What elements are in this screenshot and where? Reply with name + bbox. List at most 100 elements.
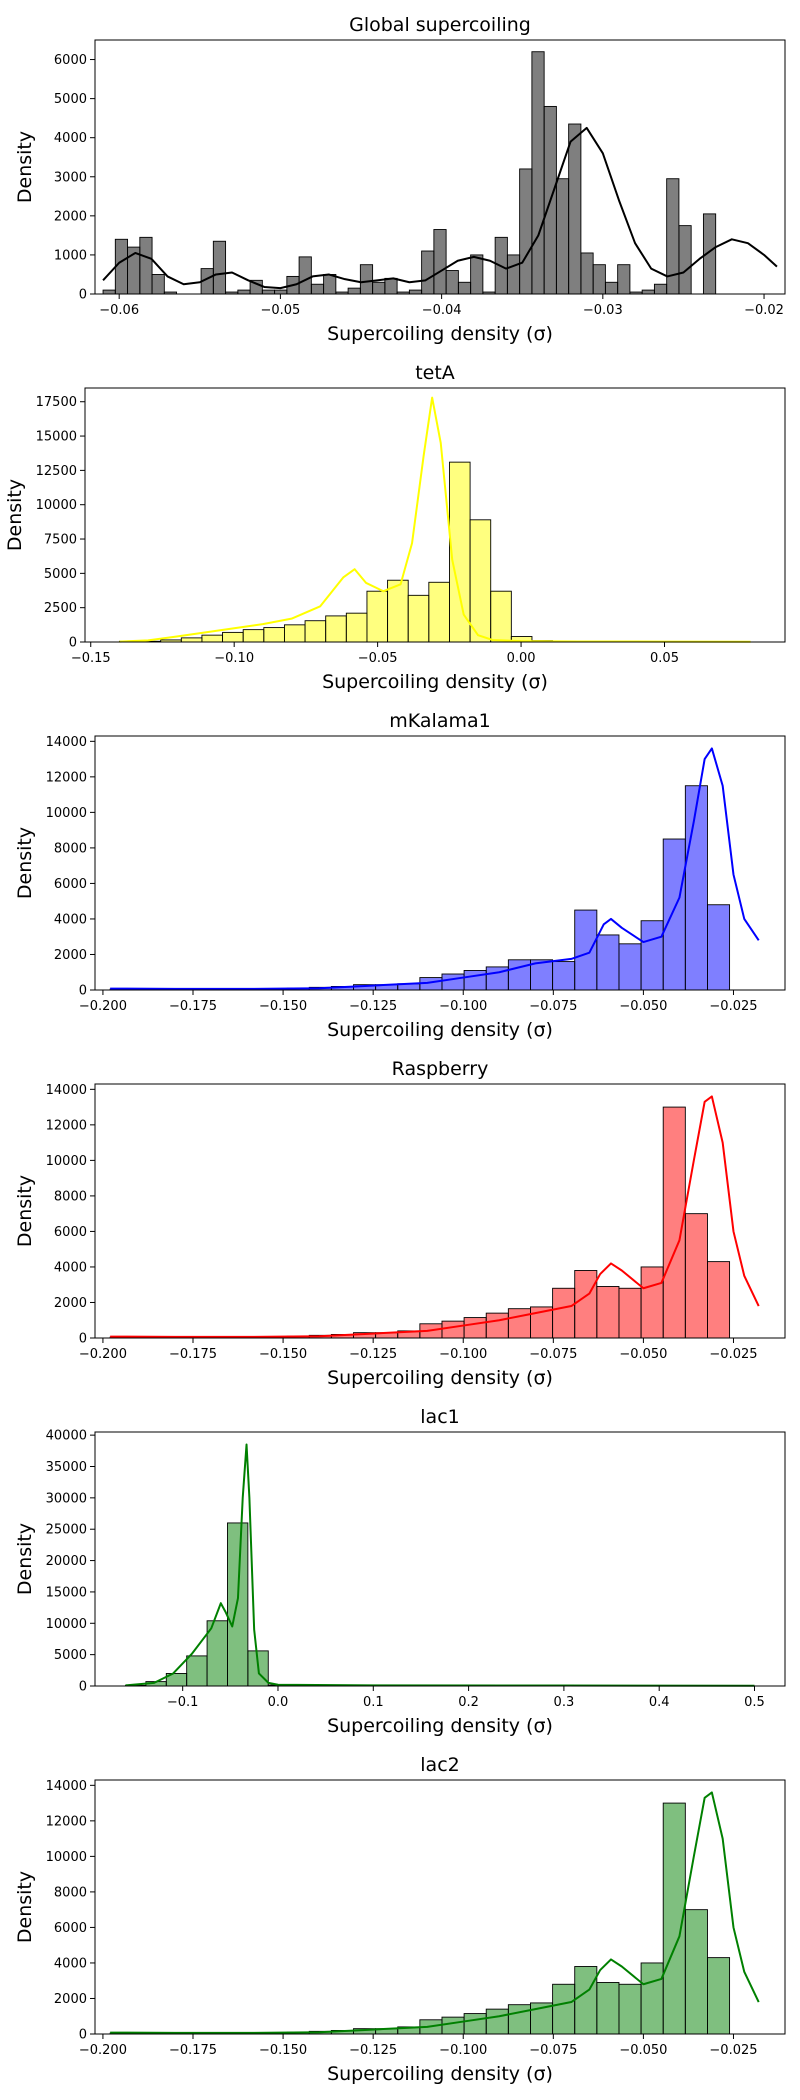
- y-tick-label: 8000: [54, 1885, 87, 1900]
- histogram-bar: [604, 281, 619, 295]
- y-tick-label: 0: [79, 288, 87, 303]
- histogram-bar: [463, 970, 487, 991]
- y-tick-label: 10000: [36, 498, 77, 513]
- y-tick-label: 10000: [46, 1154, 87, 1169]
- x-tick-label: −0.075: [529, 999, 577, 1014]
- y-tick-label: 4000: [54, 1260, 87, 1275]
- y-tick-label: 0: [79, 1332, 87, 1347]
- histogram-bar: [684, 1909, 708, 2035]
- histogram-bar: [180, 637, 203, 643]
- histogram-bar: [707, 1261, 731, 1339]
- plot-frame: [94, 735, 786, 991]
- y-tick-label: 14000: [46, 735, 87, 750]
- y-tick-label: 0: [69, 636, 77, 651]
- kde-line: [110, 747, 760, 990]
- x-tick-label: −0.100: [439, 999, 487, 1014]
- histogram-bar: [310, 283, 325, 295]
- histogram-bar: [618, 1983, 642, 2035]
- x-tick-label: −0.025: [709, 2043, 757, 2058]
- histogram-bar: [384, 277, 398, 295]
- histogram-bar: [433, 229, 447, 295]
- x-tick-label: −0.150: [259, 2043, 307, 2058]
- x-axis-label: Supercoiling density (σ): [327, 2063, 553, 2085]
- histogram-bar: [283, 624, 306, 643]
- y-tick-label: 10000: [46, 1850, 87, 1865]
- kde-line: [110, 1095, 760, 1338]
- y-tick-label: 30000: [46, 1491, 87, 1506]
- x-tick-label: −0.025: [709, 999, 757, 1014]
- histogram-bar: [707, 1957, 731, 2035]
- histogram-bar: [237, 289, 251, 295]
- histogram-bar: [407, 594, 430, 643]
- histogram-bar: [574, 1270, 598, 1339]
- x-tick-label: 0.2: [458, 1695, 479, 1710]
- histogram-bar: [387, 579, 409, 643]
- y-tick-label: 12000: [46, 1118, 87, 1133]
- x-tick-label: −0.10: [214, 651, 254, 666]
- chart-title: lac1: [420, 1406, 459, 1428]
- x-tick-label: −0.025: [709, 1347, 757, 1362]
- histogram-bar: [506, 254, 521, 295]
- y-tick-label: 3000: [54, 170, 87, 185]
- chart-title: tetA: [415, 362, 455, 384]
- chart-panel: −0.200 −0.175 −0.150 −0.125 −0.100 −0.075 −0.0…: [14, 1754, 786, 2085]
- x-tick-label: −0.02: [744, 303, 784, 318]
- x-tick-label: 0.00: [507, 651, 536, 666]
- x-tick-label: −0.200: [79, 2043, 127, 2058]
- histogram-bar: [653, 283, 668, 295]
- histogram-bar: [568, 123, 582, 295]
- kde-line: [102, 126, 778, 290]
- y-tick-label: 15000: [36, 430, 77, 445]
- plot-frame: [94, 1083, 786, 1339]
- x-tick-label: −0.150: [259, 999, 307, 1014]
- histogram-bar: [242, 629, 265, 643]
- histogram-bar: [552, 1287, 576, 1339]
- histogram-bar: [428, 581, 450, 643]
- y-tick-label: 14000: [46, 1083, 87, 1098]
- histogram-bar: [596, 1982, 620, 2035]
- y-tick-label: 4000: [54, 912, 87, 927]
- y-tick-label: 2000: [54, 948, 87, 963]
- y-tick-label: 8000: [54, 1189, 87, 1204]
- histogram-bar: [662, 838, 686, 991]
- histogram-bar: [485, 2008, 509, 2035]
- histogram-bar: [574, 909, 598, 991]
- y-tick-label: 35000: [46, 1460, 87, 1475]
- histogram-bar: [596, 934, 620, 991]
- histogram-bar: [445, 270, 459, 295]
- x-axis-label: Supercoiling density (σ): [327, 1019, 553, 1041]
- histogram-bar: [684, 1213, 708, 1339]
- y-tick-label: 6000: [54, 877, 87, 892]
- histogram-bar: [139, 236, 153, 295]
- y-axis-label: Density: [14, 1523, 36, 1595]
- histogram-bar: [102, 289, 116, 295]
- histogram-bar: [201, 634, 224, 643]
- y-tick-label: 2500: [44, 601, 77, 616]
- histogram-bar: [507, 1308, 531, 1339]
- histogram-bar: [463, 1317, 487, 1339]
- histogram-bar: [212, 240, 227, 295]
- x-axis-label: Supercoiling density (σ): [322, 671, 548, 693]
- histogram-bar: [490, 590, 512, 643]
- y-tick-label: 40000: [46, 1429, 87, 1444]
- chart-panel: −0.200 −0.175 −0.150 −0.125 −0.100 −0.075 −0.0…: [14, 710, 786, 1041]
- histogram-bar: [441, 973, 465, 991]
- histogram-bar: [359, 264, 374, 295]
- histogram-bar: [596, 1286, 620, 1339]
- histogram-bar: [345, 612, 368, 643]
- x-tick-label: −0.06: [99, 303, 139, 318]
- x-tick-label: 0.1: [363, 1695, 384, 1710]
- y-tick-label: 25000: [46, 1523, 87, 1538]
- chart-title: Global supercoiling: [349, 14, 531, 36]
- histogram-bar: [469, 519, 492, 643]
- histogram-bar: [580, 252, 594, 295]
- histogram-bar: [421, 250, 435, 295]
- x-tick-label: −0.03: [583, 303, 623, 318]
- histogram-bar: [304, 620, 327, 643]
- kde-line: [125, 1443, 755, 1687]
- histogram-bar: [186, 1655, 208, 1687]
- x-tick-label: −0.200: [79, 1347, 127, 1362]
- histogram-bar: [325, 615, 347, 643]
- histogram-bar: [114, 238, 129, 295]
